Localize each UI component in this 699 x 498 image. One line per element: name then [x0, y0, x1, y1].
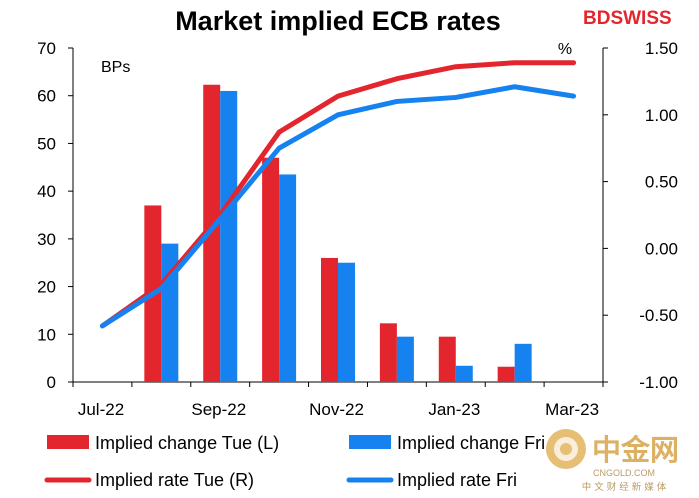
x-tick-label: Nov-22 [309, 400, 364, 419]
legend-swatch [47, 435, 89, 449]
brand-logo: BDSWISS [583, 8, 672, 29]
chart-title: Market implied ECB rates [175, 6, 501, 36]
series-line [99, 60, 577, 329]
bar [497, 366, 515, 382]
x-tick-label: Jul-22 [78, 400, 124, 419]
watermark-sub-latin: CNGOLD.COM [593, 468, 655, 478]
series-line [99, 84, 577, 329]
right-tick-label: 0.00 [645, 239, 678, 258]
left-tick-label: 20 [37, 278, 56, 297]
bar [396, 336, 414, 382]
right-tick-label: 0.50 [645, 173, 678, 192]
bar [321, 257, 338, 382]
left-tick-label: 70 [37, 39, 56, 58]
watermark-logo: 中金网 CNGOLD.COM 中 文 财 经 新 媒 体 [546, 429, 679, 493]
bar [262, 157, 280, 382]
legend-label: Implied rate Tue (R) [95, 470, 254, 490]
watermark-sub-cn: 中 文 财 经 新 媒 体 [582, 481, 667, 493]
right-tick-label: -1.00 [639, 373, 678, 392]
bar [338, 262, 355, 382]
left-tick-label: 40 [37, 182, 56, 201]
left-tick-label: 0 [47, 373, 56, 392]
right-tick-label: 1.50 [645, 39, 678, 58]
legend-label: Implied change Tue (L) [95, 433, 279, 453]
x-tick-label: Mar-23 [545, 400, 599, 419]
bar [279, 174, 297, 382]
right-tick-label: -0.50 [639, 306, 678, 325]
legend-label: Implied rate Fri [397, 470, 517, 490]
left-tick-label: 10 [37, 325, 56, 344]
left-tick-label: 50 [37, 134, 56, 153]
x-tick-label: Jan-23 [428, 400, 480, 419]
lines [99, 60, 577, 329]
bar [455, 365, 473, 382]
x-tick-label: Sep-22 [191, 400, 246, 419]
right-axis-unit: % [558, 41, 572, 58]
bar [514, 343, 532, 382]
bar [438, 336, 456, 382]
legend: Implied change Tue (L) Implied change Fri… [44, 433, 545, 490]
brand-text: BDSWISS [583, 8, 672, 29]
right-tick-label: 1.00 [645, 106, 678, 125]
bars [144, 84, 532, 383]
left-axis-unit: BPs [101, 59, 130, 76]
bar [220, 90, 238, 382]
bar [203, 84, 221, 383]
legend-swatch [349, 435, 391, 449]
legend-label: Implied change Fri [397, 433, 545, 453]
bar [379, 323, 397, 382]
left-tick-label: 30 [37, 230, 56, 249]
axes: 0 10 20 30 40 50 60 70 -1.00 -0.50 0.00 0.50 1.00 1.5… [37, 39, 678, 419]
watermark-name: 中金网 [592, 433, 679, 467]
left-tick-label: 60 [37, 87, 56, 106]
